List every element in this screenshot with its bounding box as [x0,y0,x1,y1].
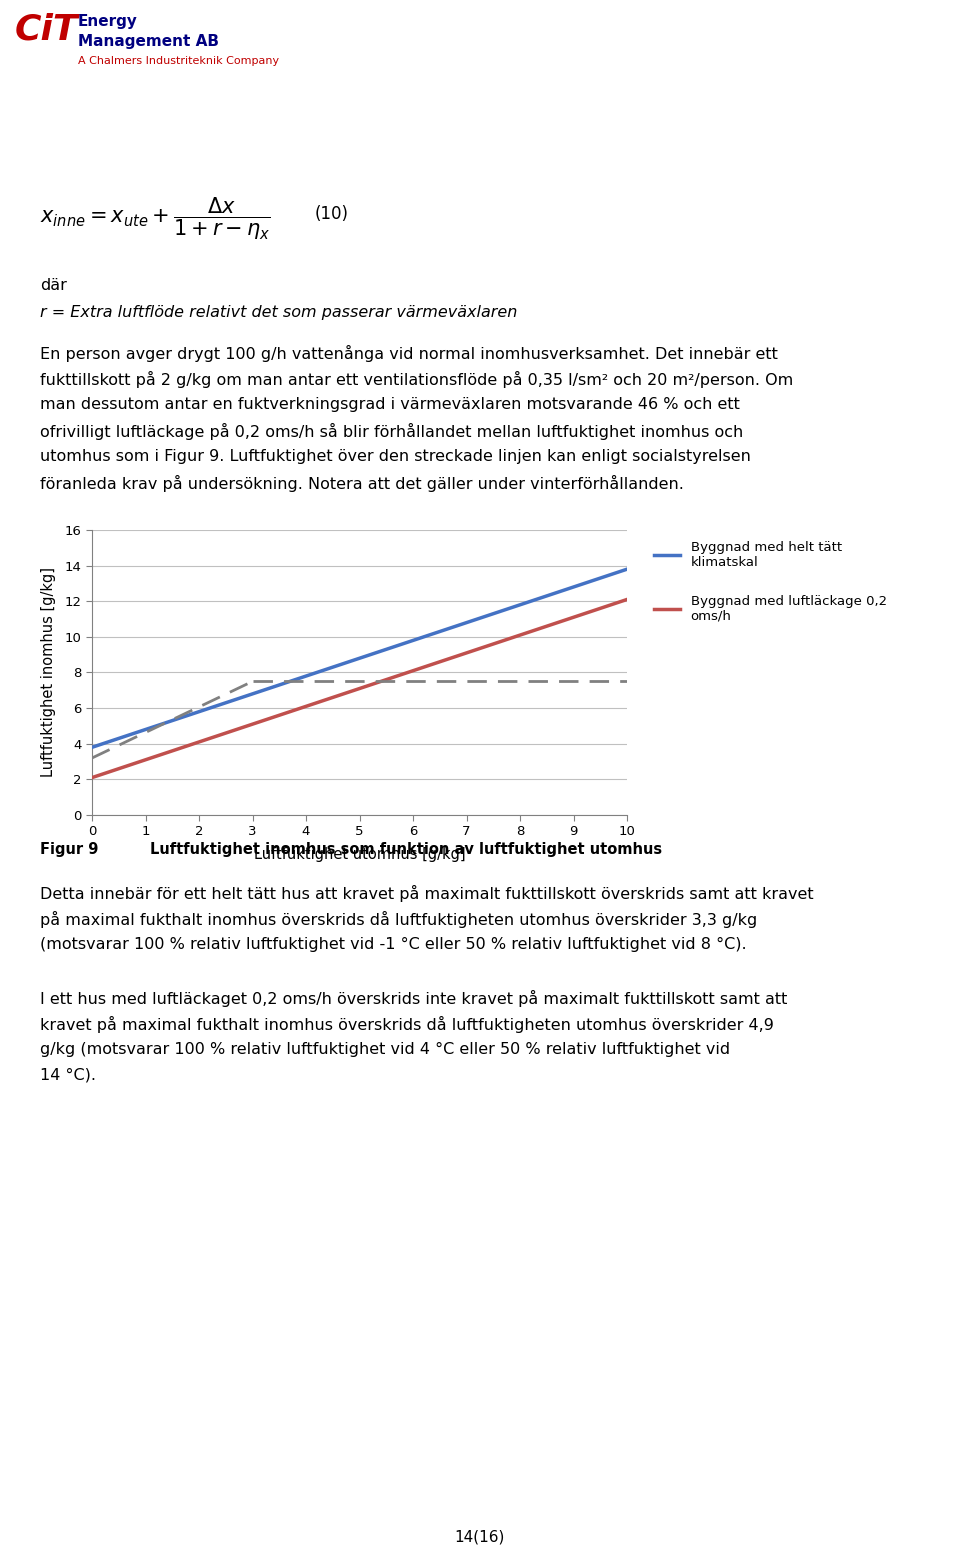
Text: Management AB: Management AB [78,34,219,48]
Text: En person avger drygt 100 g/h vattenånga vid normal inomhusverksamhet. Det inneb: En person avger drygt 100 g/h vattenånga… [40,344,778,361]
Text: Luftfuktighet inomhus som funktion av luftfuktighet utomhus: Luftfuktighet inomhus som funktion av lu… [150,841,662,857]
Text: (motsvarar 100 % relativ luftfuktighet vid -1 °C eller 50 % relativ luftfuktighe: (motsvarar 100 % relativ luftfuktighet v… [40,936,747,952]
Text: A Chalmers Industriteknik Company: A Chalmers Industriteknik Company [78,56,279,65]
Text: I ett hus med luftläckaget 0,2 oms/h överskrids inte kravet på maximalt fukttill: I ett hus med luftläckaget 0,2 oms/h öve… [40,989,787,1006]
Text: Detta innebär för ett helt tätt hus att kravet på maximalt fukttillskott överskr: Detta innebär för ett helt tätt hus att … [40,885,814,902]
Text: på maximal fukthalt inomhus överskrids då luftfuktigheten utomhus överskrider 3,: på maximal fukthalt inomhus överskrids d… [40,911,757,929]
Text: kravet på maximal fukthalt inomhus överskrids då luftfuktigheten utomhus överskr: kravet på maximal fukthalt inomhus övers… [40,1016,774,1033]
Y-axis label: Luftfuktighet inomhus [g/kg]: Luftfuktighet inomhus [g/kg] [41,567,57,777]
Text: (10): (10) [315,206,349,223]
Text: ofrivilligt luftläckage på 0,2 oms/h så blir förhållandet mellan luftfuktighet i: ofrivilligt luftläckage på 0,2 oms/h så … [40,424,743,439]
Legend: Byggnad med helt tätt
klimatskal, Byggnad med luftläckage 0,2
oms/h: Byggnad med helt tätt klimatskal, Byggna… [650,536,891,626]
Text: föranleda krav på undersökning. Notera att det gäller under vinterförhållanden.: föranleda krav på undersökning. Notera a… [40,475,684,492]
Text: CiT: CiT [15,12,79,47]
Text: där: där [40,277,67,293]
Text: r = Extra luftflöde relativt det som passerar värmeväxlaren: r = Extra luftflöde relativt det som pas… [40,305,517,319]
Text: Figur 9: Figur 9 [40,841,98,857]
Text: fukttillskott på 2 g/kg om man antar ett ventilationsflöde på 0,35 l/sm² och 20 : fukttillskott på 2 g/kg om man antar ett… [40,371,793,388]
Text: 14(16): 14(16) [455,1530,505,1546]
Text: utomhus som i Figur 9. Luftfuktighet över den streckade linjen kan enligt social: utomhus som i Figur 9. Luftfuktighet öve… [40,449,751,464]
Text: Energy: Energy [78,14,138,30]
Text: 14 °C).: 14 °C). [40,1067,96,1083]
Text: man dessutom antar en fuktverkningsgrad i värmeväxlaren motsvarande 46 % och ett: man dessutom antar en fuktverkningsgrad … [40,397,740,411]
Text: $x_{inne} = x_{ute} + \dfrac{\Delta x}{1+r-\eta_x}$: $x_{inne} = x_{ute} + \dfrac{\Delta x}{1… [40,195,271,241]
X-axis label: Luftfuktighet utomhus [g/kg]: Luftfuktighet utomhus [g/kg] [253,846,466,862]
Text: g/kg (motsvarar 100 % relativ luftfuktighet vid 4 °C eller 50 % relativ luftfukt: g/kg (motsvarar 100 % relativ luftfuktig… [40,1042,731,1056]
